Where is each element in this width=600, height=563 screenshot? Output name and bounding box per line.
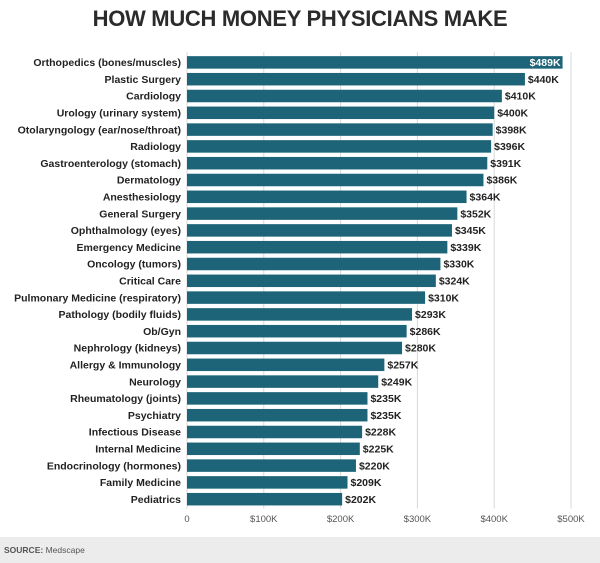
bar [187,476,348,489]
category-label: General Surgery [99,208,181,220]
bar [187,72,525,86]
bar [187,156,488,170]
category-label: Gastroenterology (stomach) [40,158,181,170]
chart-title: HOW MUCH MONEY PHYSICIANS MAKE [92,6,508,31]
x-tick-label: 0 [184,514,189,525]
source-text: Medscape [45,545,85,555]
value-label: $440K [528,74,559,86]
category-label: Plastic Surgery [105,74,182,86]
x-tick-label: $400K [480,514,508,525]
category-label: Psychiatry [128,410,181,422]
category-label: Ophthalmology (eyes) [71,225,181,237]
value-label: $310K [428,292,459,304]
value-label: $352K [460,208,491,220]
category-label: Anesthesiology [103,192,181,204]
category-label: Neurology [129,376,181,388]
category-label: Otolaryngology (ear/nose/throat) [18,124,181,136]
source-label: SOURCE: [4,545,44,555]
x-tick-label: $200K [327,514,355,525]
x-tick-label: $500K [557,514,585,525]
value-label: $286K [410,326,441,338]
x-tick-label: $300K [404,514,432,525]
x-tick-label: $100K [250,514,278,525]
category-label: Family Medicine [100,477,181,489]
bar [187,375,379,388]
category-label: Urology (urinary system) [57,108,181,120]
value-label: $345K [455,225,486,237]
bar [187,358,385,372]
category-label: Oncology (tumors) [87,259,181,271]
bar [187,173,484,187]
category-label: Nephrology (kidneys) [74,343,181,355]
bar [187,492,343,506]
category-label: Cardiology [126,91,181,103]
bar [187,257,441,271]
bar [187,442,360,456]
category-label: Dermatology [117,175,181,187]
bar [187,425,363,439]
category-label: Endocrinology (hormones) [47,460,181,472]
category-label: Radiology [130,141,181,153]
value-label: $391K [490,158,521,170]
category-label: Pathology (bodily fluids) [59,309,182,321]
value-label: $249K [381,376,412,388]
bar [187,341,403,355]
category-label: Ob/Gyn [143,326,181,338]
bar [187,89,502,103]
value-label: $364K [470,192,501,204]
footer: SOURCE: Medscape [0,537,600,563]
category-label: Rheumatology (joints) [70,393,181,405]
value-label: $280K [405,343,436,355]
category-label: Pulmonary Medicine (respiratory) [14,292,181,304]
category-label: Emergency Medicine [77,242,182,254]
category-label: Orthopedics (bones/muscles) [33,57,181,69]
bar [187,140,492,153]
category-label: Internal Medicine [95,444,181,456]
value-label: $235K [370,393,401,405]
bar [187,274,436,288]
value-label: $396K [494,141,525,153]
value-label: $220K [359,460,390,472]
source-note: SOURCE: Medscape [4,545,85,555]
value-label: $330K [443,259,474,271]
bar [187,190,467,204]
bar [187,207,458,220]
bar [187,123,493,136]
value-label: $386K [486,175,517,187]
bar [187,56,563,69]
bar [187,308,413,321]
value-label: $257K [387,360,418,372]
bar [187,106,495,120]
value-labels: $489K $440K $410K $400K $398K $396K $391K $386K… [345,57,561,506]
bar [187,408,368,422]
value-label: $339K [450,242,481,254]
value-label: $209K [351,477,382,489]
category-label: Critical Care [119,276,181,288]
value-label: $202K [345,494,376,506]
value-label: $293K [415,309,446,321]
category-label: Pediatrics [131,494,181,506]
bar [187,324,407,338]
category-label: Allergy & Immunology [70,360,182,372]
bar [187,291,426,304]
category-label: Infectious Disease [89,427,181,439]
value-label: $235K [370,410,401,422]
bar-chart: Orthopedics (bones/muscles) Plastic Surge… [14,52,585,525]
category-labels: Orthopedics (bones/muscles) Plastic Surge… [14,57,181,506]
bar [187,392,368,405]
value-label: $400K [497,108,528,120]
bar [187,459,356,472]
value-label: $324K [439,276,470,288]
bar [187,224,452,237]
value-label: $398K [496,124,527,136]
bar [187,240,448,254]
value-label: $225K [363,444,394,456]
bars [187,56,563,506]
value-label: $228K [365,427,396,439]
value-label: $489K [530,57,561,69]
value-label: $410K [505,91,536,103]
x-axis-ticks: 0 $100K $200K $300K $400K $500K [184,514,585,525]
